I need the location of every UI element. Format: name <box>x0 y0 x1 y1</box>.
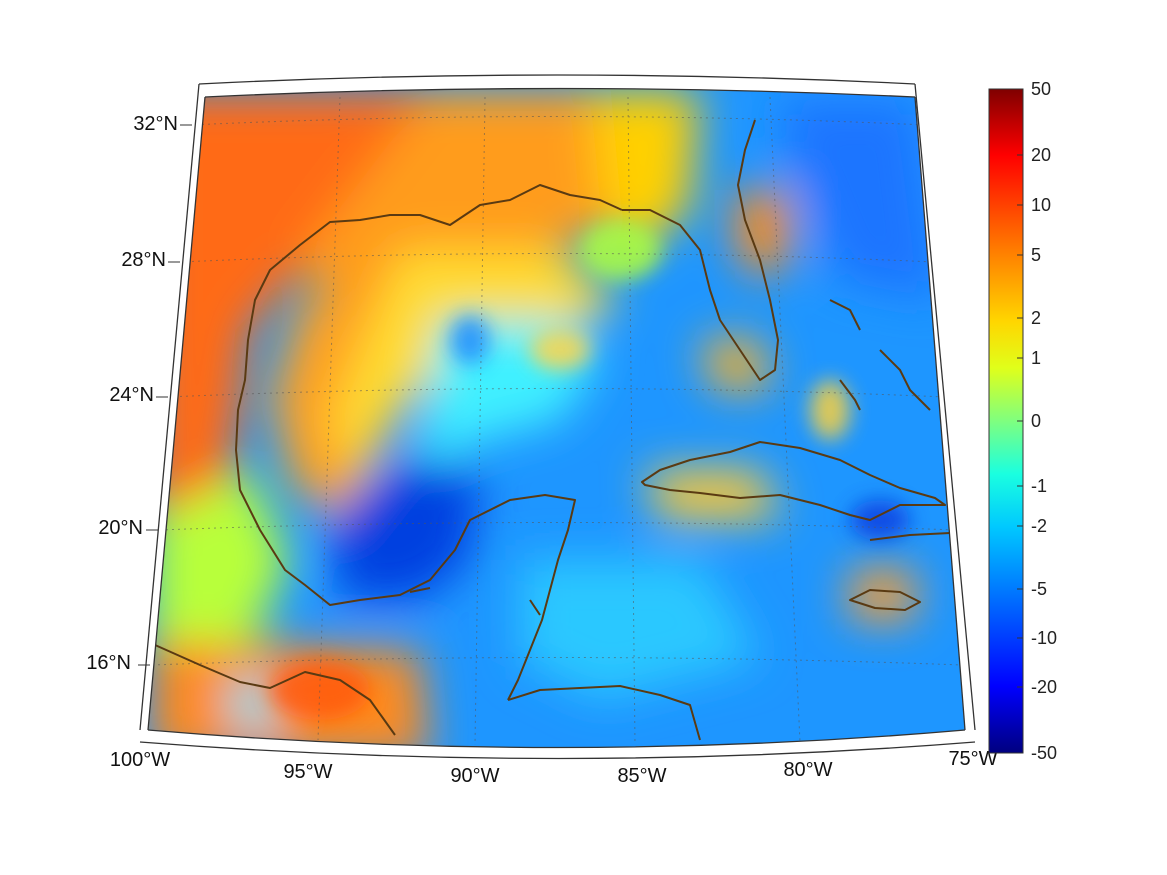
data-field <box>148 88 965 748</box>
coastlines <box>154 119 951 741</box>
colorbar-tick-label: 10 <box>1031 195 1051 215</box>
lon-tick-label: 80°W <box>783 759 832 781</box>
colorbar-tick-label: 0 <box>1031 411 1041 431</box>
map-frame <box>139 74 976 760</box>
colorbar-tick-label: 20 <box>1031 145 1051 165</box>
lat-tick-label: 28°N <box>121 249 166 271</box>
lon-tick-label: 90°W <box>450 765 499 787</box>
colorbar-tick-label: 5 <box>1031 245 1041 265</box>
lon-axis: 100°W 95°W 90°W 85°W 80°W 75°W <box>110 748 998 787</box>
lat-tick-label: 24°N <box>109 384 154 406</box>
lon-tick-label: 85°W <box>617 765 666 787</box>
colorbar-tick-label: -2 <box>1031 516 1047 536</box>
colorbar-tick-label: 2 <box>1031 308 1041 328</box>
colorbar-tick-label: -1 <box>1031 476 1047 496</box>
colorbar-tick-label: -10 <box>1031 628 1057 648</box>
lat-tick-label: 16°N <box>86 652 131 674</box>
lon-tick-label: 75°W <box>948 748 997 770</box>
colorbar-tick-label: -5 <box>1031 579 1047 599</box>
colorbar-tick-label: -50 <box>1031 743 1057 763</box>
lat-tick-label: 20°N <box>98 517 143 539</box>
lat-tick-label: 32°N <box>133 113 178 135</box>
colorbar-tick-label: 50 <box>1031 79 1051 99</box>
lon-tick-label: 95°W <box>283 761 332 783</box>
lat-axis: 32°N 28°N 24°N 20°N 16°N <box>86 113 192 674</box>
colorbar-tick-label: -20 <box>1031 677 1057 697</box>
colorbar-tick-label: 1 <box>1031 348 1041 368</box>
lon-tick-label: 100°W <box>110 749 170 771</box>
